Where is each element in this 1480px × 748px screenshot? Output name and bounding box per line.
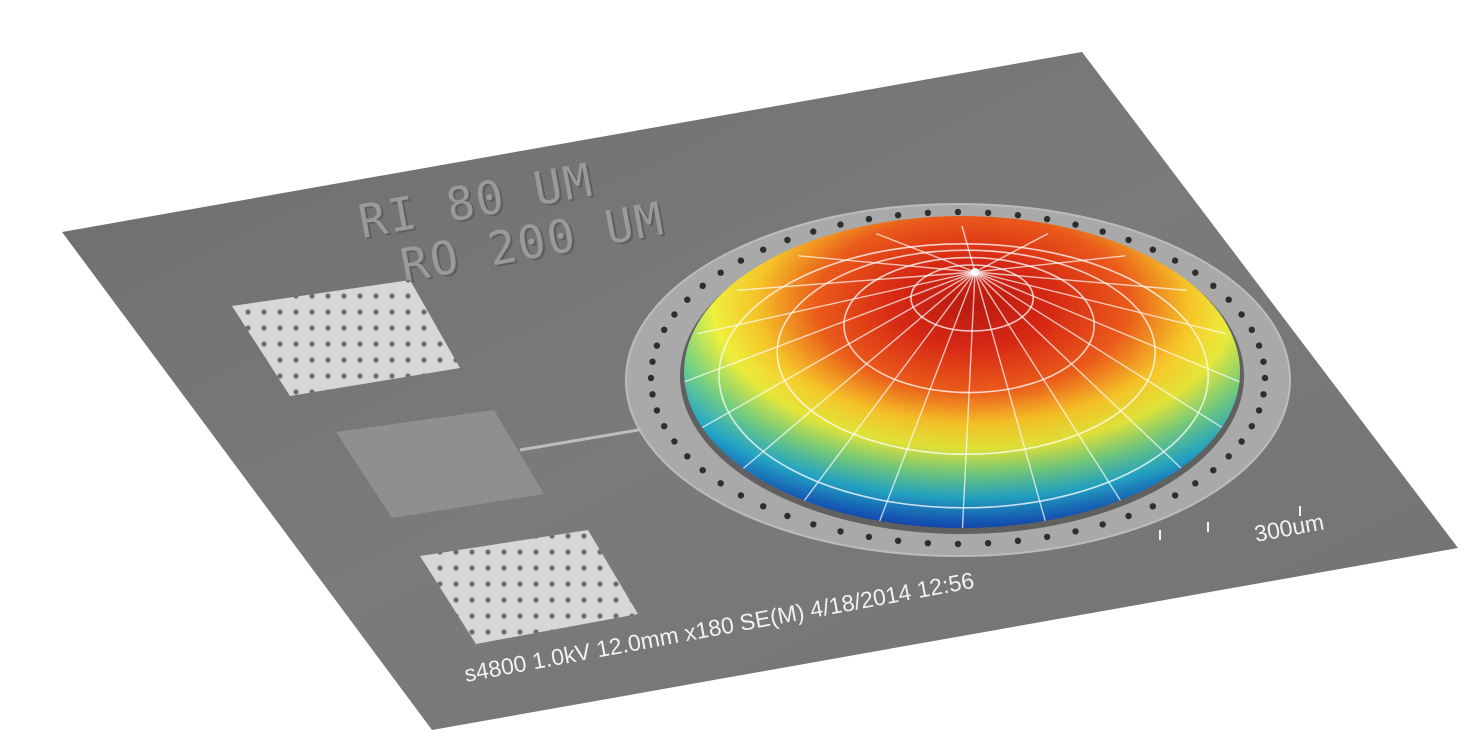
ring-hole: [1099, 521, 1106, 528]
ring-hole: [1072, 528, 1079, 535]
ring-hole: [810, 521, 817, 528]
ring-hole: [1014, 212, 1022, 219]
ring-hole: [984, 209, 992, 216]
ring-hole: [1171, 492, 1179, 499]
ring-hole: [661, 423, 668, 430]
ring-hole: [653, 407, 661, 414]
mesh-spoke: [798, 271, 976, 509]
mesh-spoke: [974, 271, 1126, 509]
mesh-spoke: [697, 271, 976, 335]
ring-hole: [1255, 342, 1263, 349]
ring-hole: [954, 540, 962, 548]
ring-hole: [653, 342, 661, 349]
perforated-pad-bottom: [420, 530, 638, 644]
mesh-spoke: [736, 271, 976, 475]
ring-hole: [1248, 423, 1256, 430]
dome-apex: [971, 268, 979, 276]
ring-hole: [784, 512, 791, 520]
ring-hole: [1225, 453, 1232, 460]
ring-hole: [894, 212, 902, 219]
ring-hole: [954, 208, 962, 216]
mesh-spoke: [974, 232, 1049, 273]
ring-hole: [1261, 374, 1269, 382]
ring-hole: [894, 537, 902, 544]
mesh-spoke: [974, 271, 1188, 475]
ring-hole: [1210, 282, 1217, 289]
ring-hole: [837, 528, 844, 535]
ring-hole: [810, 228, 817, 235]
ring-hole: [1238, 311, 1245, 318]
ring-hole: [924, 540, 932, 547]
mesh-spoke: [798, 255, 976, 273]
ring-hole: [649, 358, 656, 365]
mesh-spoke: [684, 271, 976, 383]
ring-hole: [649, 391, 656, 398]
ring-hole: [1099, 228, 1106, 235]
perforated-pad-top: [232, 280, 460, 396]
ring-hole: [684, 296, 691, 303]
ring-hole: [924, 209, 932, 216]
mesh-spoke: [875, 232, 976, 273]
ring-hole: [865, 533, 873, 541]
scale-bar-ticks: [1159, 506, 1301, 540]
mesh-spoke: [974, 271, 1049, 528]
ring-hole: [737, 257, 745, 264]
ring-hole: [1248, 326, 1256, 333]
mesh-spoke: [974, 271, 1240, 383]
ring-hole: [837, 221, 844, 228]
ring-hole: [1149, 503, 1157, 510]
ring-hole: [984, 540, 992, 547]
ring-hole: [1192, 269, 1199, 276]
mesh-spoke: [974, 255, 1126, 273]
ring-hole: [1072, 221, 1079, 228]
ring-hole: [760, 503, 767, 510]
ring-hole: [1043, 215, 1051, 223]
mesh-spoke: [961, 225, 976, 273]
ring-hole: [1014, 537, 1022, 544]
mesh-spoke: [697, 271, 976, 431]
mesh-spoke: [974, 271, 1227, 335]
mesh-spoke: [875, 271, 976, 528]
mesh-spoke: [974, 271, 1227, 431]
ring-hole: [1260, 358, 1267, 365]
ring-hole: [1125, 512, 1132, 520]
ring-holes: [647, 208, 1269, 548]
ring-hole: [1225, 296, 1232, 303]
ring-hole: [1149, 246, 1157, 253]
ring-hole: [684, 453, 691, 460]
ring-hole: [647, 374, 655, 382]
ring-hole: [1210, 467, 1217, 474]
ring-hole: [699, 467, 706, 474]
ring-hole: [661, 326, 668, 333]
ring-hole: [1043, 533, 1051, 541]
ring-hole: [671, 438, 678, 445]
ring-hole: [699, 282, 706, 289]
ring-hole: [1125, 236, 1132, 244]
ring-hole: [760, 246, 767, 253]
ring-hole: [1255, 407, 1263, 414]
solid-pad-middle: [336, 410, 544, 518]
connection-trace: [519, 426, 651, 452]
ring-hole: [1192, 480, 1199, 487]
mesh-spoke: [737, 271, 976, 291]
mesh-spoke: [974, 271, 1187, 291]
ring-hole: [1260, 391, 1267, 398]
ring-hole: [1171, 257, 1179, 264]
dome: [684, 216, 1240, 528]
mesh-spoke: [961, 271, 976, 528]
ring-hole: [717, 480, 724, 487]
ring-hole: [865, 215, 873, 223]
ring-hole: [784, 236, 791, 244]
dome-mesh: [684, 225, 1240, 528]
ring-hole: [1238, 438, 1245, 445]
ring-hole: [737, 492, 745, 499]
ring-hole: [717, 269, 724, 276]
ring-hole: [671, 311, 678, 318]
